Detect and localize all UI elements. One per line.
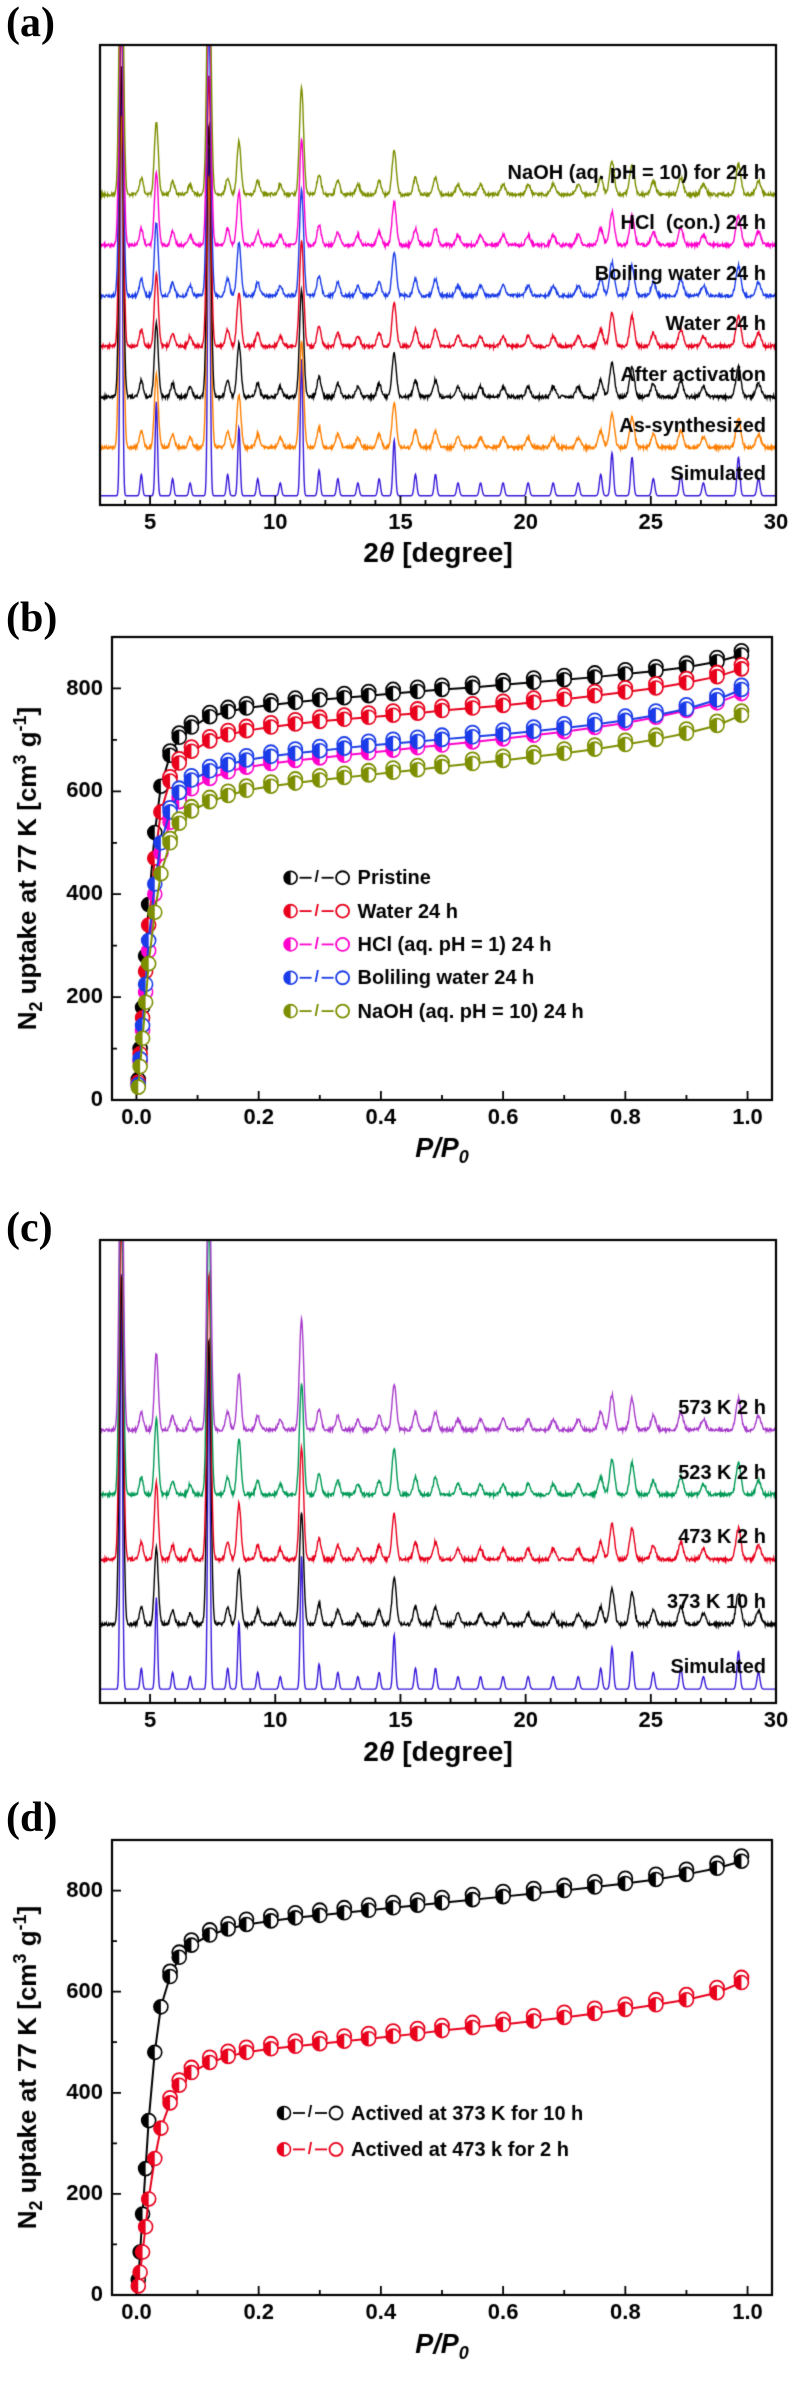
panel-c: (c) [0,1205,794,1795]
panel-d: (d) [0,1795,794,2400]
panel-letter-d: (d) [6,1795,58,1841]
isotherm-chart-d [0,1795,794,2400]
panel-letter-c: (c) [6,1205,53,1251]
panel-a: (a) [0,0,794,595]
panel-letter-a: (a) [6,0,55,46]
pxrd-chart-a [0,0,794,595]
panel-letter-b: (b) [6,595,58,641]
panel-b: (b) [0,595,794,1205]
isotherm-chart-b [0,595,794,1205]
pxrd-chart-c [0,1205,794,1795]
